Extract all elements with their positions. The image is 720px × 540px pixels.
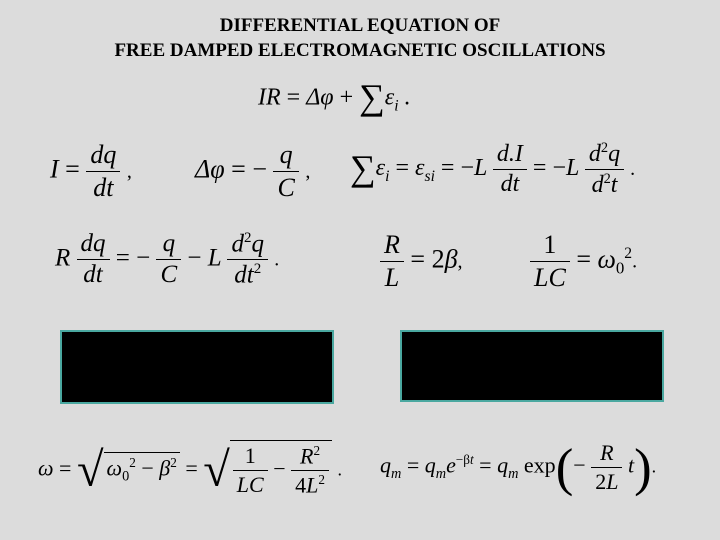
title-line-1: DIFFERENTIAL EQUATION OF [220, 15, 500, 36]
eq-row2-b: RL = 2β, [380, 230, 463, 293]
eq-row4-b: qm = qme−βt = qm exp(− R2L t). [380, 440, 656, 495]
eq-row1-c: ∑εi = εsi = −L d.Idt = −L d2qd2t . [350, 140, 635, 199]
eq-top: IR = Δφ + ∑εi . [258, 78, 411, 120]
hidden-box-2 [400, 330, 664, 402]
eq-row4-a: ω = √ω02 − β2 = √ 1LC − R24L2 . [38, 440, 342, 501]
eq-row1-b: Δφ = − qC , [195, 140, 310, 203]
eq-row2-c: 1LC = ω02. [530, 230, 637, 293]
title-line-2: FREE DAMPED ELECTROMAGNETIC OSCILLATIONS [114, 40, 605, 61]
eq-row2-a: R dqdt = − qC − L d2qdt2 . [55, 230, 279, 290]
hidden-box-1 [60, 330, 334, 404]
page-title: DIFFERENTIAL EQUATION OF FREE DAMPED ELE… [0, 0, 720, 63]
eq-row1-a: I = dqdt , [50, 140, 132, 203]
